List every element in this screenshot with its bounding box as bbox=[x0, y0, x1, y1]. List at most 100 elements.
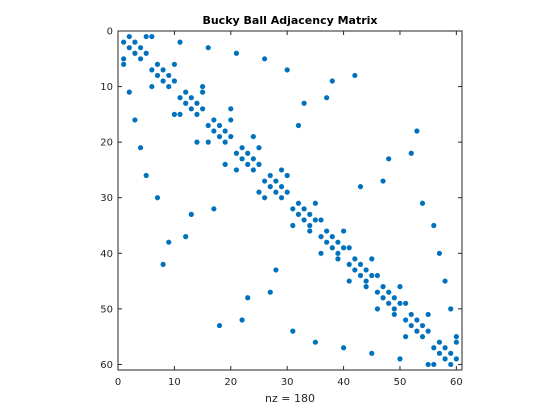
matrix-nonzero-marker bbox=[177, 39, 183, 45]
matrix-nonzero-marker bbox=[216, 133, 223, 140]
matrix-nonzero-marker bbox=[391, 306, 397, 312]
matrix-nonzero-marker bbox=[352, 267, 358, 273]
matrix-nonzero-marker bbox=[132, 50, 138, 56]
matrix-nonzero-marker bbox=[414, 317, 420, 323]
matrix-nonzero-marker bbox=[340, 345, 347, 351]
matrix-nonzero-marker bbox=[199, 106, 206, 112]
matrix-nonzero-marker bbox=[318, 234, 324, 240]
matrix-nonzero-marker bbox=[312, 339, 318, 345]
y-tick-label: 60 bbox=[100, 360, 113, 371]
matrix-nonzero-marker bbox=[335, 250, 341, 256]
matrix-nonzero-marker bbox=[211, 117, 217, 123]
matrix-nonzero-marker bbox=[284, 172, 290, 179]
x-tick-label: 0 bbox=[115, 377, 121, 388]
matrix-nonzero-marker bbox=[312, 200, 318, 206]
matrix-nonzero-marker bbox=[278, 195, 285, 201]
matrix-nonzero-marker bbox=[301, 100, 307, 106]
matrix-nonzero-marker bbox=[419, 334, 426, 340]
matrix-nonzero-marker bbox=[273, 189, 279, 195]
matrix-nonzero-marker bbox=[154, 72, 161, 79]
matrix-nonzero-marker bbox=[448, 361, 454, 368]
matrix-nonzero-marker bbox=[425, 311, 431, 318]
matrix-nonzero-marker bbox=[250, 167, 256, 173]
matrix-nonzero-marker bbox=[386, 156, 392, 162]
matrix-nonzero-marker bbox=[171, 111, 177, 117]
matrix-nonzero-marker bbox=[149, 83, 155, 90]
matrix-nonzero-marker bbox=[374, 272, 381, 279]
matrix-nonzero-marker bbox=[183, 100, 189, 106]
matrix-nonzero-marker bbox=[262, 56, 268, 62]
matrix-nonzero-marker bbox=[250, 133, 256, 140]
x-tick-label: 10 bbox=[168, 377, 181, 388]
matrix-nonzero-marker bbox=[403, 300, 409, 306]
matrix-nonzero-marker bbox=[391, 295, 397, 301]
matrix-nonzero-marker bbox=[425, 328, 431, 334]
matrix-nonzero-marker bbox=[177, 95, 183, 101]
matrix-nonzero-marker bbox=[177, 111, 183, 117]
matrix-nonzero-marker bbox=[408, 150, 414, 156]
matrix-nonzero-marker bbox=[414, 328, 420, 334]
x-axis-label: nz = 180 bbox=[265, 392, 315, 405]
matrix-nonzero-marker bbox=[431, 345, 437, 351]
matrix-nonzero-marker bbox=[239, 317, 245, 323]
matrix-nonzero-marker bbox=[307, 211, 313, 217]
matrix-nonzero-marker bbox=[199, 89, 206, 95]
matrix-nonzero-marker bbox=[295, 200, 302, 206]
matrix-nonzero-marker bbox=[166, 239, 172, 245]
matrix-nonzero-marker bbox=[324, 95, 330, 101]
y-tick-label: 10 bbox=[100, 82, 113, 93]
x-tick-label: 40 bbox=[337, 377, 350, 388]
matrix-nonzero-marker bbox=[228, 117, 234, 123]
matrix-nonzero-marker bbox=[267, 172, 273, 179]
matrix-nonzero-marker bbox=[284, 189, 290, 195]
matrix-nonzero-marker bbox=[222, 128, 228, 134]
matrix-nonzero-marker bbox=[211, 128, 217, 134]
matrix-nonzero-marker bbox=[199, 83, 206, 90]
matrix-nonzero-marker bbox=[171, 61, 177, 67]
matrix-nonzero-marker bbox=[290, 328, 296, 334]
matrix-nonzero-marker bbox=[363, 284, 369, 290]
matrix-nonzero-marker bbox=[431, 361, 437, 368]
matrix-nonzero-marker bbox=[324, 228, 330, 234]
matrix-nonzero-marker bbox=[403, 317, 409, 323]
matrix-nonzero-marker bbox=[216, 122, 223, 129]
matrix-nonzero-marker bbox=[453, 356, 459, 362]
matrix-nonzero-marker bbox=[143, 172, 149, 179]
matrix-nonzero-marker bbox=[436, 250, 443, 256]
matrix-nonzero-marker bbox=[312, 217, 318, 223]
matrix-nonzero-marker bbox=[436, 350, 443, 356]
plot-area bbox=[118, 31, 462, 370]
matrix-nonzero-marker bbox=[160, 78, 166, 84]
matrix-nonzero-marker bbox=[425, 361, 431, 368]
matrix-nonzero-marker bbox=[149, 33, 155, 40]
matrix-nonzero-marker bbox=[442, 356, 448, 362]
matrix-nonzero-marker bbox=[386, 300, 392, 306]
matrix-nonzero-marker bbox=[194, 139, 200, 145]
matrix-nonzero-marker bbox=[267, 289, 273, 295]
matrix-nonzero-marker bbox=[391, 311, 397, 318]
matrix-nonzero-marker bbox=[329, 234, 335, 240]
matrix-nonzero-marker bbox=[408, 322, 414, 329]
matrix-nonzero-marker bbox=[245, 150, 251, 156]
y-tick-label: 30 bbox=[100, 193, 113, 204]
matrix-nonzero-marker bbox=[408, 311, 414, 318]
matrix-nonzero-marker bbox=[233, 50, 240, 56]
matrix-nonzero-marker bbox=[121, 39, 127, 45]
matrix-nonzero-marker bbox=[256, 189, 262, 195]
matrix-nonzero-marker bbox=[380, 284, 386, 290]
matrix-nonzero-marker bbox=[357, 184, 364, 190]
matrix-nonzero-marker bbox=[284, 67, 290, 73]
matrix-nonzero-marker bbox=[194, 111, 200, 117]
matrix-nonzero-marker bbox=[132, 117, 138, 123]
axes-box bbox=[117, 30, 463, 371]
matrix-markers bbox=[121, 33, 459, 368]
matrix-nonzero-marker bbox=[183, 89, 189, 95]
matrix-nonzero-marker bbox=[149, 67, 155, 73]
matrix-nonzero-marker bbox=[414, 128, 420, 134]
matrix-nonzero-marker bbox=[386, 289, 392, 295]
matrix-nonzero-marker bbox=[154, 195, 161, 201]
matrix-nonzero-marker bbox=[222, 161, 228, 167]
matrix-nonzero-marker bbox=[205, 122, 211, 129]
matrix-nonzero-marker bbox=[448, 306, 454, 312]
